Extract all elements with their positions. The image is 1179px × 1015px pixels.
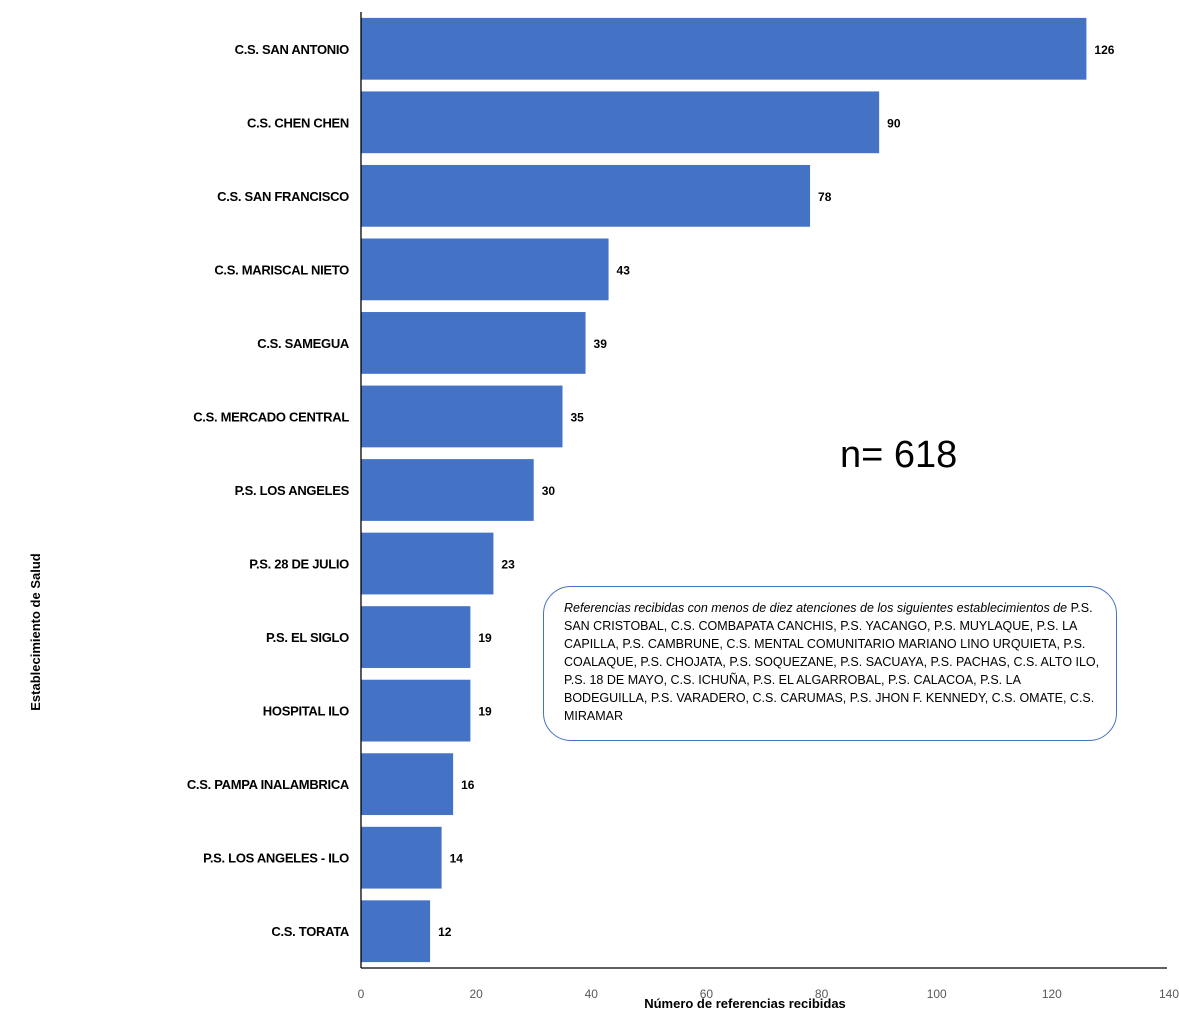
category-label-p-s-los-angeles: P.S. LOS ANGELES [235, 483, 350, 498]
value-label-c-s-san-antonio: 126 [1094, 43, 1114, 57]
category-label-c-s-mercado-central: C.S. MERCADO CENTRAL [193, 409, 349, 424]
bar-c-s-torata [361, 900, 431, 963]
x-axis-title: Número de referencias recibidas [644, 996, 846, 1011]
y-axis-title: Establecimiento de Salud [28, 553, 43, 711]
category-label-p-s-los-angeles-ilo: P.S. LOS ANGELES - ILO [203, 851, 349, 866]
x-tick-140: 140 [1159, 987, 1179, 1001]
value-label-c-s-pampa-inalambrica: 16 [461, 778, 475, 792]
value-label-c-s-samegua: 39 [594, 337, 608, 351]
category-label-c-s-mariscal-nieto: C.S. MARISCAL NIETO [214, 262, 349, 277]
bar-p-s-el-siglo [361, 606, 471, 668]
value-label-p-s-los-angeles-ilo: 14 [450, 852, 464, 866]
bar-p-s-los-angeles-ilo [361, 826, 442, 889]
category-label-p-s-28-de-julio: P.S. 28 DE JULIO [249, 557, 349, 572]
value-label-p-s-los-angeles: 30 [542, 484, 556, 498]
category-label-c-s-san-francisco: C.S. SAN FRANCISCO [217, 189, 349, 204]
sample-size-annotation: n= 618 [840, 434, 957, 476]
note-establishments: P.S. SAN CRISTOBAL, C.S. COMBAPATA CANCH… [564, 601, 1100, 723]
x-tick-60: 60 [700, 987, 714, 1001]
value-labels: 126 90 78 43 39 35 30 23 19 19 16 14 12 [438, 43, 1115, 939]
x-tick-80: 80 [815, 987, 829, 1001]
bar-hospital-ilo [361, 679, 471, 742]
category-labels: C.S. SAN ANTONIO C.S. CHEN CHEN C.S. SAN F… [187, 42, 350, 939]
category-label-c-s-san-antonio: C.S. SAN ANTONIO [235, 42, 350, 57]
value-label-hospital-ilo: 19 [478, 705, 492, 719]
category-label-c-s-pampa-inalambrica: C.S. PAMPA INALAMBRICA [187, 777, 350, 792]
category-label-c-s-torata: C.S. TORATA [271, 924, 350, 939]
x-tick-20: 20 [469, 987, 483, 1001]
value-label-p-s-el-siglo: 19 [478, 631, 492, 645]
note-box: Referencias recibidas con menos de diez … [543, 586, 1117, 741]
bar-c-s-mercado-central [361, 385, 563, 448]
bars-group [361, 17, 1087, 963]
bar-p-s-los-angeles [361, 459, 534, 521]
bar-c-s-mariscal-nieto [361, 238, 609, 301]
category-label-c-s-samegua: C.S. SAMEGUA [257, 336, 350, 351]
bar-c-s-san-francisco [361, 164, 811, 227]
value-label-p-s-28-de-julio: 23 [501, 558, 515, 572]
value-label-c-s-mariscal-nieto: 43 [617, 263, 631, 277]
value-label-c-s-torata: 12 [438, 925, 452, 939]
bar-c-s-pampa-inalambrica [361, 753, 454, 816]
bar-c-s-samegua [361, 312, 586, 374]
note-intro: Referencias recibidas con menos de diez … [564, 601, 1068, 615]
x-tick-120: 120 [1042, 987, 1062, 1001]
x-tick-100: 100 [927, 987, 947, 1001]
x-tick-0: 0 [358, 987, 365, 1001]
value-label-c-s-chen-chen: 90 [887, 116, 901, 130]
x-tick-40: 40 [585, 987, 599, 1001]
value-label-c-s-san-francisco: 78 [818, 190, 832, 204]
bar-c-s-san-antonio [361, 17, 1087, 80]
bar-p-s-28-de-julio [361, 532, 494, 595]
value-label-c-s-mercado-central: 35 [571, 410, 585, 424]
category-label-c-s-chen-chen: C.S. CHEN CHEN [247, 115, 349, 130]
category-label-p-s-el-siglo: P.S. EL SIGLO [266, 630, 349, 645]
bar-c-s-chen-chen [361, 91, 880, 154]
x-tick-labels: 0 20 40 60 80 100 120 140 [358, 987, 1179, 1001]
category-label-hospital-ilo: HOSPITAL ILO [263, 704, 349, 719]
